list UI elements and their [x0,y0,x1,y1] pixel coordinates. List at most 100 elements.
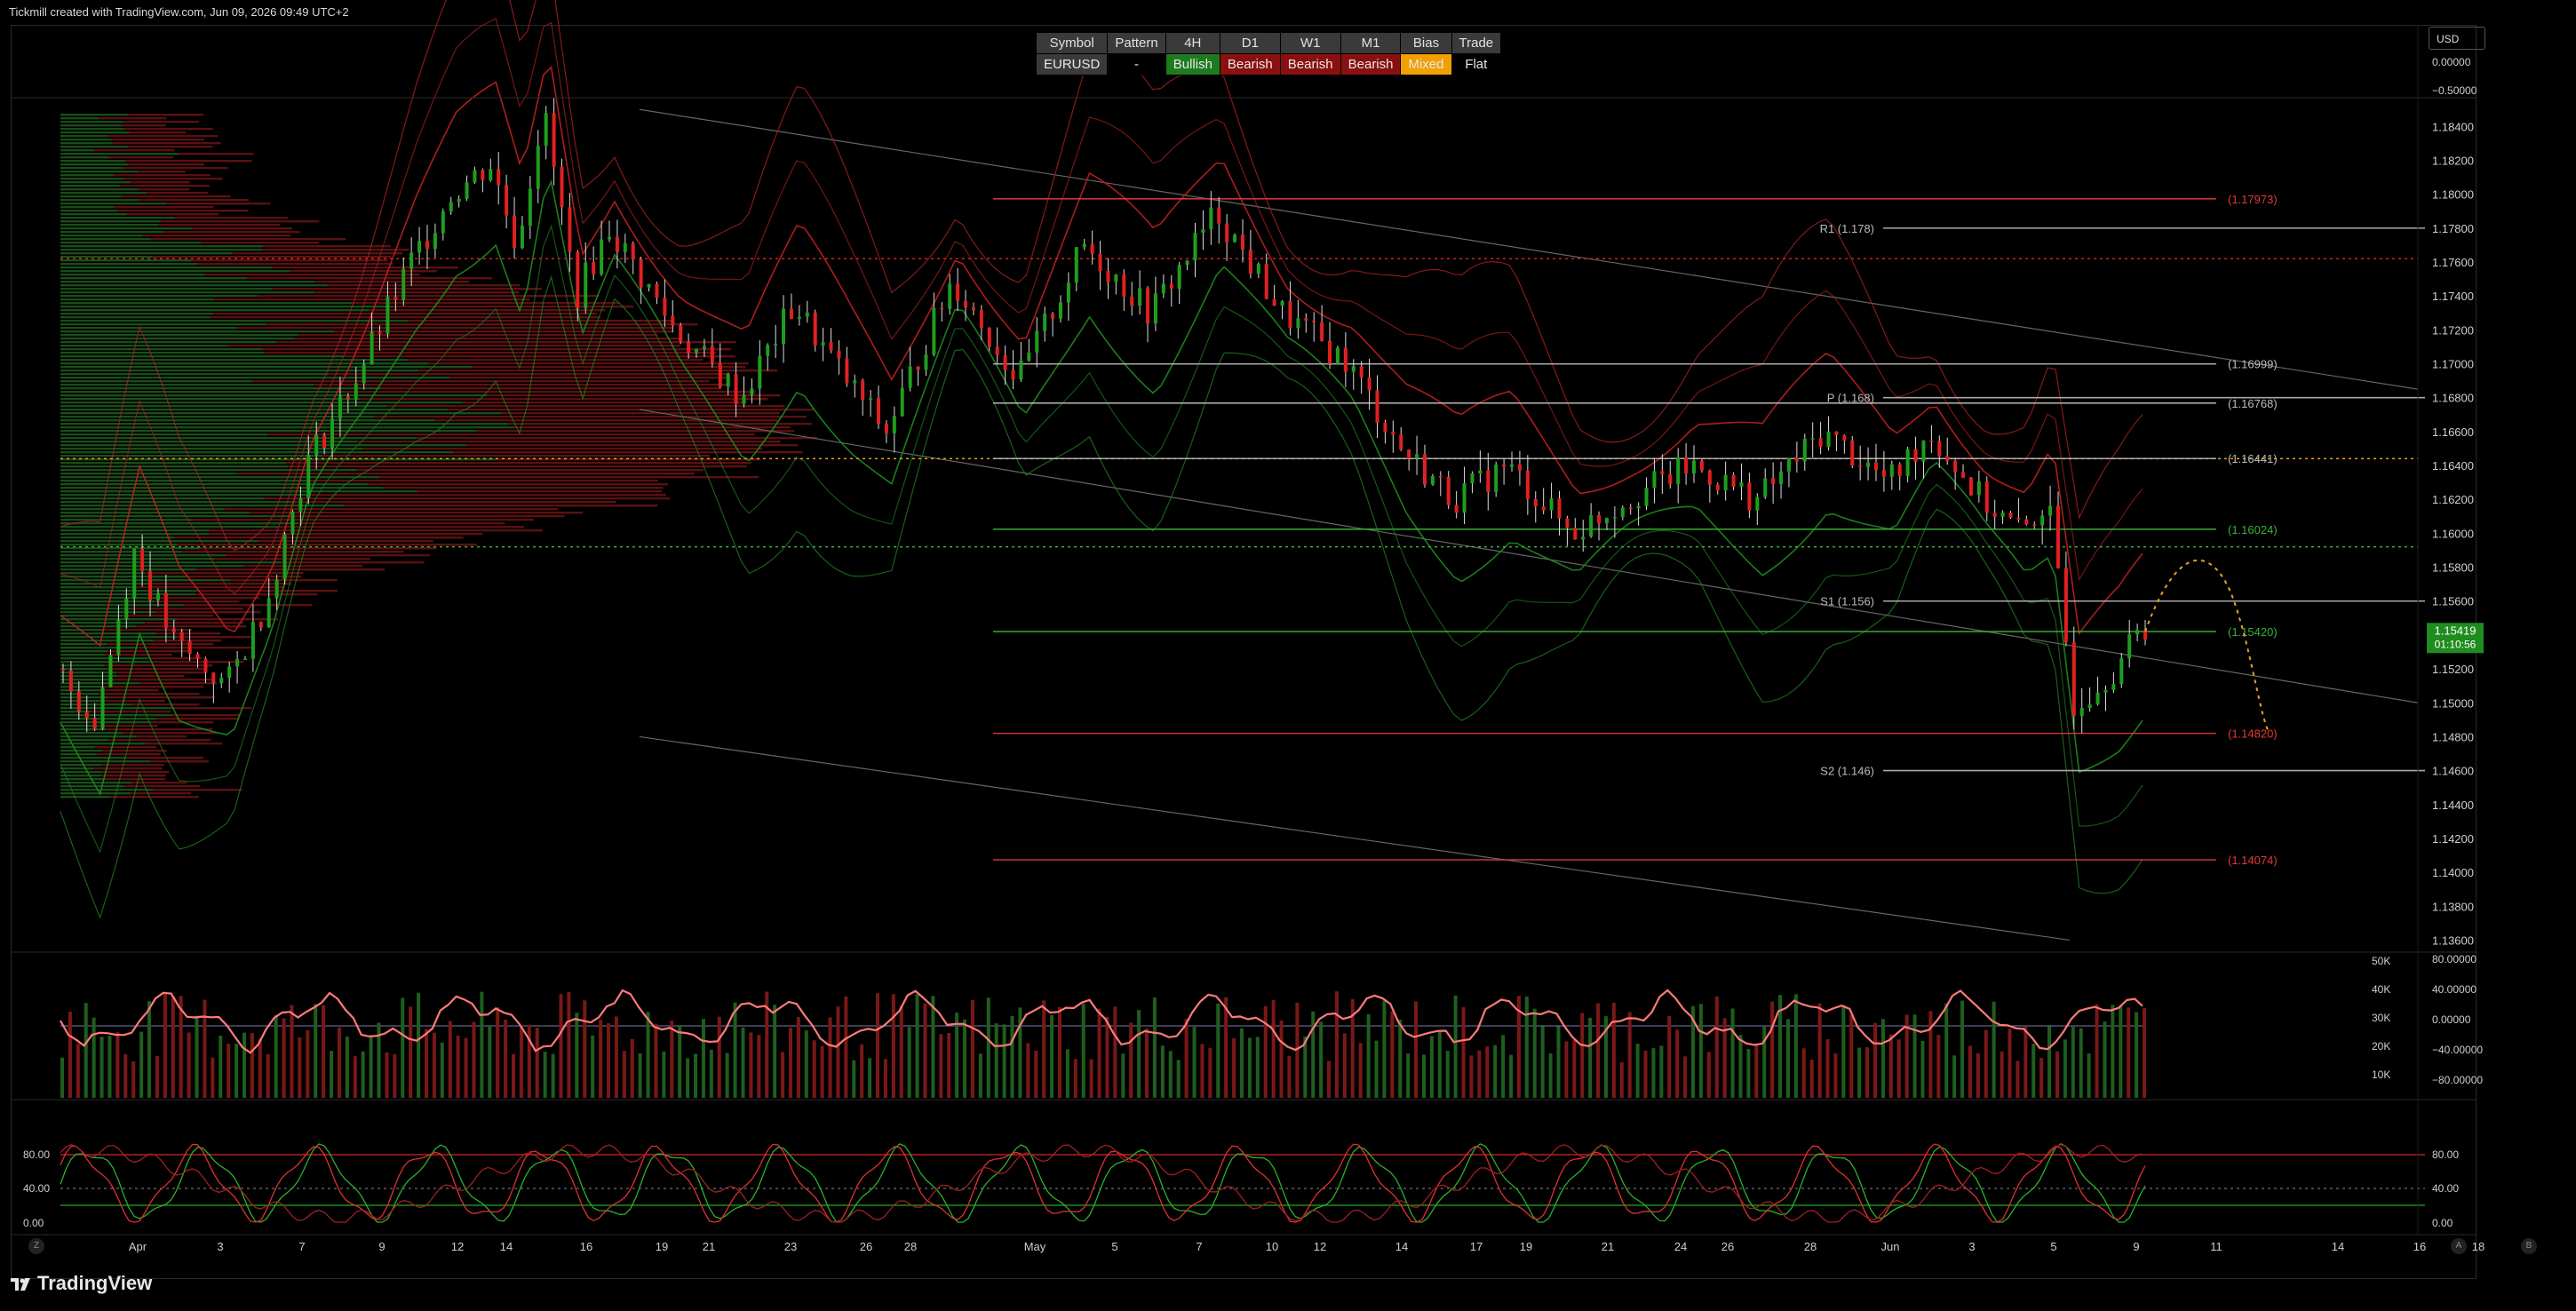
volume-profile-bar-down [98,117,167,120]
volume-profile-bar-down [368,483,668,486]
volume-bar-down [1984,1029,1988,1098]
bias-header-pattern: Pattern [1107,32,1166,54]
volume-bar-down [1469,1055,1474,1098]
candle-bull [417,241,422,253]
candle-bull [235,659,240,667]
candle-bull [821,342,825,346]
candle-bear [1913,449,1918,462]
candle-bear [995,346,999,355]
chart-canvas[interactable]: (1.17973) R1 (1.178) (1.16999) P (1.168) (1.… [0,0,2576,1279]
volume-bar-down [535,1027,539,1098]
price-tick: 1.17400 [2432,290,2474,303]
volume-profile-bar-down [197,263,394,266]
log-scale-button[interactable]: B [2521,1238,2537,1254]
volume-bar-up [915,994,919,1098]
volume-profile-bar-down [104,664,213,667]
candle-bull [227,666,232,679]
currency-selector[interactable]: USD [2429,27,2485,50]
candle-bull [330,418,335,448]
candle-bear [92,718,97,729]
volume-profile-bar-down [108,739,211,742]
candle-bear [497,169,501,186]
volume-profile-bar-down [144,572,304,575]
volume-bar-down [1089,1059,1093,1098]
candle-bull [370,331,374,365]
candle-bear [552,113,556,167]
volume-profile-bar-up [60,764,102,767]
volume-bar-down [2095,1004,2099,1098]
volume-bar-down [432,1032,436,1098]
volume-bar-down [472,1021,476,1098]
volume-profile-bar-down [123,128,213,131]
trendline-middle [639,409,2419,703]
top-bar: Tickmill created with TradingView.com, J… [0,0,2576,25]
volume-tick: 40K [2372,983,2390,996]
volume-bar-down [385,1052,389,1098]
volume-bar-down [76,1044,80,1098]
candle-bull [1810,438,1815,440]
bias-header-w1: W1 [1279,32,1341,54]
volume-profile-bar-down [110,796,199,799]
candle-bull [1589,514,1594,537]
volume-bar-down [282,1018,286,1098]
volume-profile-bar-up [60,373,330,376]
volume-bar-up [741,1027,745,1098]
volume-profile-bar-down [129,131,187,134]
auto-scale-button[interactable]: A [2451,1238,2467,1254]
volume-profile-bar-down [408,359,704,362]
volume-bar-down [749,1032,753,1098]
candle-bear [163,592,168,629]
candle-bear [1011,369,1015,380]
volume-profile-bar-down [447,409,815,411]
volume-profile-bar-up [60,306,394,308]
volume-profile-bar-down [357,441,781,443]
candle-bear [171,628,176,632]
volume-bar-down [1896,1039,1901,1098]
volume-profile-bar-up [60,199,139,202]
volume-profile-bar-up [60,529,210,532]
bias-value-d1: Bearish [1219,53,1281,75]
candle-bear [1565,518,1570,528]
volume-profile-bar-down [227,345,680,347]
volume-bar-down [1208,1047,1212,1098]
volume-bar-up [377,1022,381,1098]
price-tick: 1.14000 [2432,866,2474,879]
volume-profile-bar-up [60,330,334,333]
trendline-lower [639,735,2071,942]
volume-profile-bar-up [60,327,238,330]
volume-bar-up [1081,1004,1085,1098]
candle-bear [1945,456,1950,461]
volume-profile-bar-down [107,668,205,671]
volume-profile-bar-up [60,675,117,678]
candle-bear [1502,464,1507,467]
volume-bar-up [1944,1003,1949,1098]
volume-bar-down [448,1021,452,1098]
volume-bar-up [1382,1000,1387,1098]
price-tick: 1.15600 [2432,595,2474,608]
volume-profile-bar-up [60,352,265,354]
candle-bear [718,362,722,387]
volume-bar-down [1073,1059,1077,1098]
volume-bar-up [480,991,484,1098]
volume-profile-bar-down [298,334,658,337]
level-label: (1.15420) [2228,625,2278,639]
volume-profile-bar-up [60,451,454,454]
volume-profile-bar-down [128,146,213,148]
volume-profile-bar-up [60,778,105,781]
volume-bar-down [496,1007,500,1098]
volume-bar-down [1596,1003,1601,1098]
volume-profile-bar-up [60,295,258,298]
volume-bar-up [1841,1005,1846,1098]
tradingview-logo[interactable]: TradingView [11,1272,152,1295]
volume-profile-bar-down [98,693,200,695]
volume-profile-bar-down [163,231,300,234]
volume-profile-bar-down [362,448,763,450]
volume-bar-down [456,1035,460,1098]
candle-bear [1858,465,1863,467]
volume-profile-bar-up [60,284,328,287]
volume-profile-bar-down [243,565,363,568]
scale-left-button[interactable]: Z [28,1238,44,1254]
candle-bull [948,283,952,309]
volume-bar-up [994,1023,998,1098]
candle-bull [132,548,137,599]
